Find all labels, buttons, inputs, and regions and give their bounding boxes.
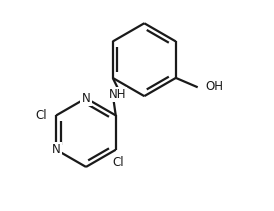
- Text: Cl: Cl: [35, 109, 47, 122]
- Text: OH: OH: [206, 80, 224, 93]
- Text: N: N: [82, 92, 90, 105]
- Text: Cl: Cl: [112, 156, 124, 169]
- Text: NH: NH: [109, 88, 126, 101]
- Text: N: N: [52, 143, 61, 156]
